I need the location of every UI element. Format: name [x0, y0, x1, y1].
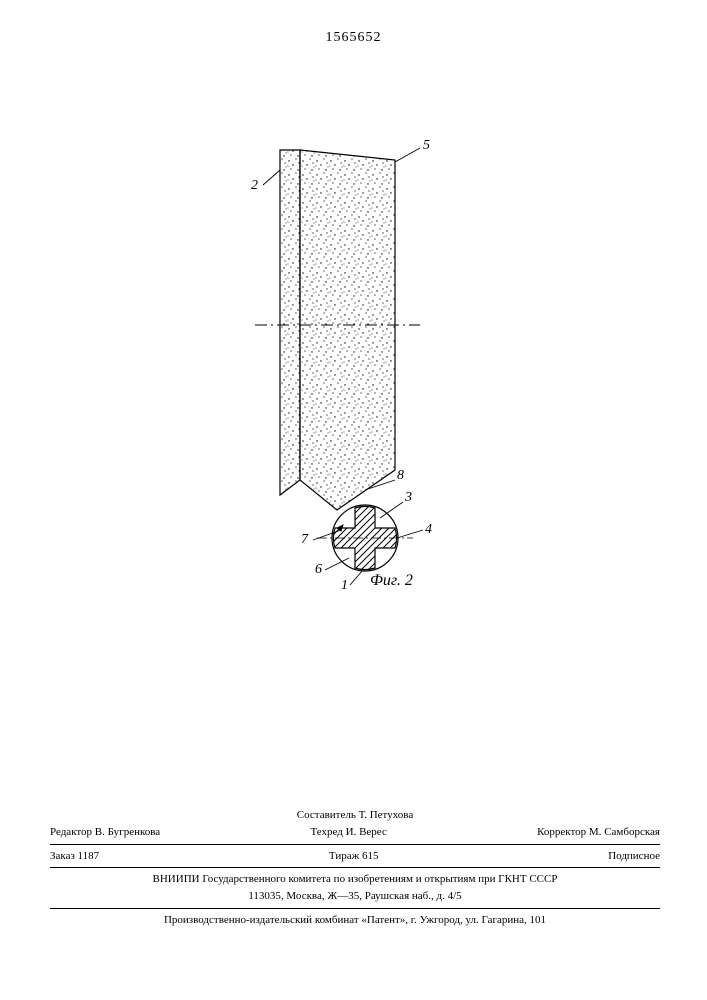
callout-1: 1	[341, 578, 348, 594]
editor: Редактор В. Бугренкова	[50, 825, 160, 840]
subscription: Подписное	[608, 849, 660, 864]
callout-5: 5	[423, 138, 430, 154]
figure-2: 5 2 8 3 4 7 6 1	[245, 130, 465, 590]
workpiece-cross-section	[317, 505, 413, 571]
techred: Техред И. Верес	[311, 825, 387, 840]
colophon: Составитель Т. Петухова Редактор В. Бугр…	[50, 808, 660, 930]
tirage: Тираж 615	[329, 849, 379, 864]
callout-3: 3	[405, 490, 412, 506]
patent-number: 1565652	[0, 30, 707, 46]
callout-6: 6	[315, 562, 322, 578]
publisher-line-2: 113035, Москва, Ж—35, Раушская наб., д. …	[50, 889, 660, 904]
callout-8: 8	[397, 468, 404, 484]
callout-2: 2	[251, 178, 258, 194]
publisher-line-1: ВНИИПИ Государственного комитета по изоб…	[50, 872, 660, 887]
compiled-by: Составитель Т. Петухова	[50, 808, 660, 823]
publisher-line-3: Производственно-издательский комбинат «П…	[50, 913, 660, 928]
callout-7: 7	[301, 532, 308, 548]
figure-label: Фиг. 2	[370, 572, 413, 590]
callout-4: 4	[425, 522, 432, 538]
order: Заказ 1187	[50, 849, 99, 864]
corrector: Корректор М. Самборская	[537, 825, 660, 840]
patent-page: 1565652	[0, 0, 707, 1000]
